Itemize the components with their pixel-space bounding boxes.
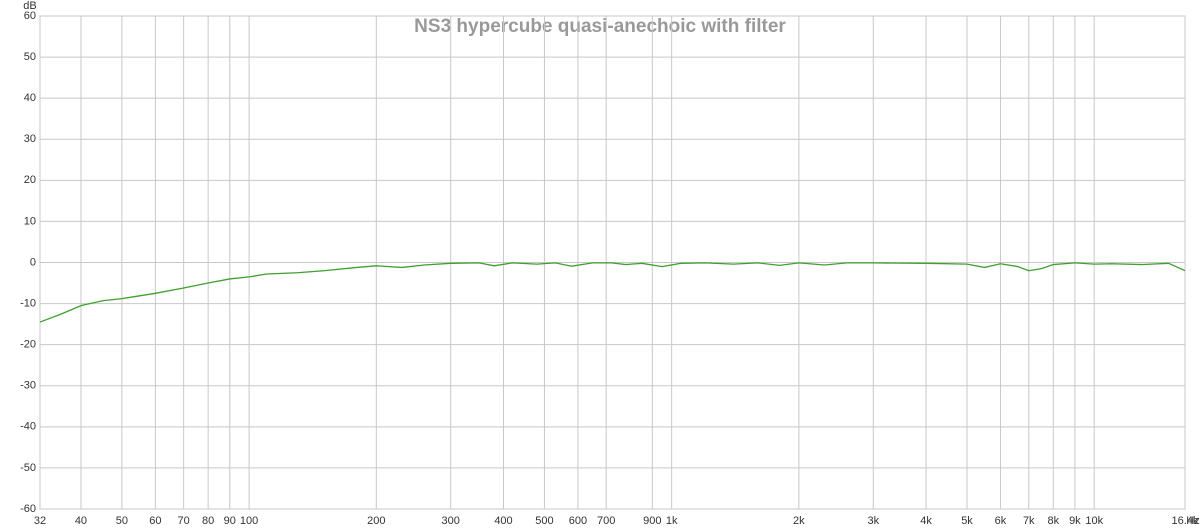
response-line	[39, 262, 1186, 323]
x-tick-label: 400	[494, 515, 512, 527]
y-tick-label: -20	[20, 339, 36, 351]
y-tick-label: 50	[24, 51, 36, 63]
x-tick-label: 3k	[867, 515, 879, 527]
y-tick-label: 0	[30, 256, 36, 268]
x-tick-label: 7k	[1023, 515, 1035, 527]
x-tick-label: 6k	[995, 515, 1007, 527]
x-tick-label: 80	[202, 515, 214, 527]
x-tick-label: 10k	[1085, 515, 1103, 527]
x-tick-label: 9k	[1069, 515, 1081, 527]
x-tick-label: 5k	[961, 515, 973, 527]
y-tick-label: -60	[20, 503, 36, 515]
x-tick-label: 2k	[793, 515, 805, 527]
y-tick-label: -30	[20, 380, 36, 392]
x-tick-label: 60	[149, 515, 161, 527]
y-tick-label: -10	[20, 297, 36, 309]
x-tick-label: 100	[240, 515, 258, 527]
x-tick-label: 50	[116, 515, 128, 527]
x-tick-label: 700	[597, 515, 615, 527]
x-tick-label: 4k	[920, 515, 932, 527]
y-tick-label: 20	[24, 174, 36, 186]
x-tick-label: 500	[535, 515, 553, 527]
x-tick-label: 200	[367, 515, 385, 527]
y-tick-label: 40	[24, 92, 36, 104]
x-tick-label: 16.4k	[1172, 515, 1199, 527]
x-tick-label: 600	[569, 515, 587, 527]
y-axis-label: dB	[23, 0, 36, 12]
chart-title: NS3 hypercube quasi-anechoic with filter	[414, 16, 786, 37]
y-tick-label: 60	[24, 10, 36, 22]
x-tick-label: 32	[34, 515, 46, 527]
x-axis-label: Hz	[1186, 515, 1199, 527]
x-tick-label: 900	[643, 515, 661, 527]
y-tick-label: 30	[24, 133, 36, 145]
y-tick-label: 10	[24, 215, 36, 227]
x-tick-label: 40	[75, 515, 87, 527]
y-tick-label: -40	[20, 421, 36, 433]
x-tick-label: 1k	[666, 515, 678, 527]
x-tick-label: 300	[442, 515, 460, 527]
x-tick-label: 70	[178, 515, 190, 527]
y-tick-label: -50	[20, 462, 36, 474]
x-tick-label: 90	[224, 515, 236, 527]
x-tick-label: 8k	[1047, 515, 1059, 527]
